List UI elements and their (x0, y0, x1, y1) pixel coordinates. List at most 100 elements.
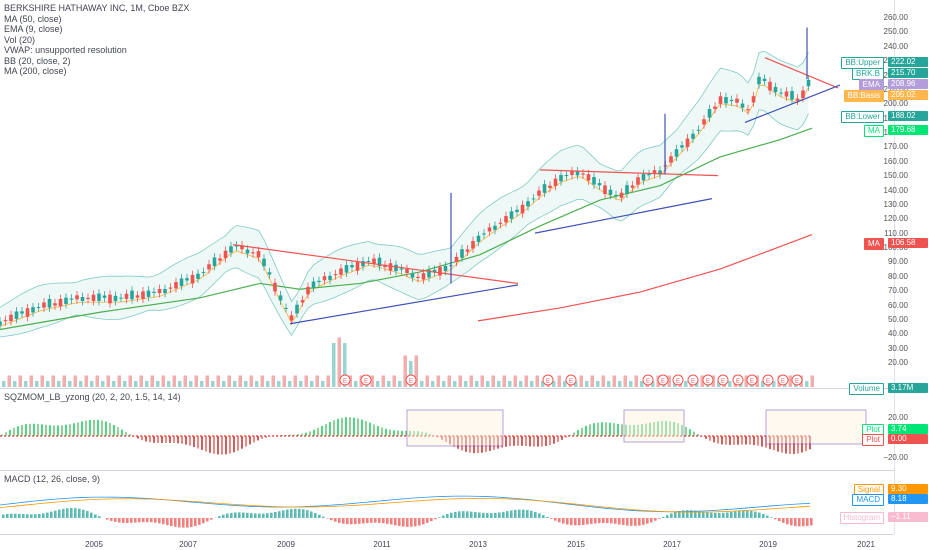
trendline (539, 169, 719, 177)
candle-body (713, 106, 717, 109)
macd-hist-bar (206, 518, 209, 522)
macd-hist-bar (230, 512, 233, 518)
volume-bar (524, 375, 528, 387)
volume-bar (337, 337, 341, 387)
macd-hist-bar (210, 518, 213, 520)
indicator-ema9[interactable]: EMA (9, close) (4, 24, 63, 34)
indicator-ma50[interactable]: MA (50, close) (4, 13, 62, 24)
indicator-bb[interactable]: BB (20, close, 2) (4, 55, 71, 66)
candle-body (361, 261, 365, 267)
candle-body (223, 250, 228, 259)
tag-name: Volume (849, 383, 884, 395)
macd-hist-bar (718, 513, 721, 518)
candle-body (168, 287, 173, 289)
candle-body (157, 289, 162, 294)
candle-body (795, 98, 800, 101)
price-axis-tick: 20.00 (887, 358, 908, 368)
candle-body (350, 265, 354, 268)
indicator-ma200[interactable]: MA (200, close) (4, 66, 67, 76)
macd-hist-bar (638, 518, 641, 526)
volume-bar (7, 375, 11, 387)
candle-body (190, 274, 195, 284)
volume-bar (596, 381, 600, 387)
macd-hist-bar (598, 518, 601, 524)
candle-body (405, 268, 409, 273)
candle-body (278, 295, 283, 301)
volume-bar (73, 375, 77, 387)
indicator-vwap[interactable]: VWAP: unsupported resolution (4, 45, 127, 55)
volume-bar (293, 375, 297, 387)
candle-body (86, 297, 90, 299)
macd-title[interactable]: MACD (12, 26, close, 9) (4, 474, 101, 484)
volume-bar (277, 381, 281, 387)
earnings-marker (791, 374, 803, 386)
macd-hist-bar (354, 518, 357, 525)
sqzmom-legend[interactable]: SQZMOM_LB_yzong (20, 2, 20, 1.5, 14, 14) (4, 392, 181, 403)
candle-body (740, 103, 745, 108)
candle-body (476, 235, 481, 243)
volume-bar (486, 381, 490, 387)
candle-body (25, 308, 30, 317)
volume-bar (772, 381, 776, 387)
candle-body (482, 233, 486, 235)
candle-body (784, 91, 789, 97)
macd-hist-bar (562, 518, 565, 524)
volume-bar (321, 381, 325, 387)
candle-body (762, 78, 767, 82)
tag-value: −1.11 (888, 512, 928, 522)
earnings-marker (657, 374, 669, 386)
macd-hist-bar (130, 518, 133, 523)
macd-hist-bar (318, 514, 321, 518)
macd-legend[interactable]: MACD (12, 26, close, 9) (4, 474, 100, 485)
macd-hist-bar (714, 512, 717, 518)
tag-value: 179.68 (888, 125, 928, 135)
macd-hist-bar (474, 512, 477, 518)
macd-hist-bar (614, 518, 617, 524)
macd-hist-bar (362, 518, 365, 524)
volume-bar (381, 375, 385, 387)
volume-bar (326, 375, 330, 387)
volume-bar (623, 375, 627, 387)
macd-hist-bar (594, 518, 597, 524)
macd-hist-bar (138, 518, 141, 523)
macd-hist-bar (26, 514, 29, 518)
candle-body (163, 289, 167, 294)
macd-hist-bar (462, 511, 465, 518)
macd-hist-bar (406, 518, 409, 527)
macd-hist-bar (486, 513, 489, 518)
candle-body (229, 246, 233, 253)
volume-bar (150, 375, 154, 387)
volume-bar (810, 375, 814, 387)
symbol-title[interactable]: BERKSHIRE HATHAWAY INC, 1M, Cboe BZX (4, 3, 190, 13)
macd-hist-bar (178, 518, 181, 528)
candle-body (515, 209, 519, 213)
squeeze-box (623, 409, 685, 443)
volume-bar (728, 381, 732, 387)
candle-body (537, 190, 541, 196)
volume-bar (24, 381, 28, 387)
candle-body (218, 258, 222, 261)
tag-value: 205.02 (888, 90, 928, 100)
macd-hist-bar (726, 512, 729, 518)
sqzmom-title[interactable]: SQZMOM_LB_yzong (20, 2, 20, 1.5, 14, 14) (4, 392, 181, 402)
candle-body (174, 282, 178, 289)
volume-bar (502, 375, 506, 387)
ma200-line (477, 234, 813, 322)
volume-bar (607, 381, 611, 387)
candle-body (317, 280, 321, 283)
macd-hist-bar (410, 518, 413, 527)
macd-hist-bar (374, 518, 377, 523)
pane-separator-1[interactable] (0, 388, 894, 389)
pane-separator-2[interactable] (0, 470, 894, 471)
volume-bar (453, 381, 457, 387)
macd-hist-bar (310, 511, 313, 518)
macd-hist-bar (106, 518, 109, 520)
volume-bar (354, 381, 358, 387)
bb-upper-line (0, 50, 809, 308)
indicator-vol[interactable]: Vol (20) (4, 34, 36, 45)
candle-body (542, 184, 547, 193)
candle-body (410, 273, 415, 278)
earnings-marker (339, 374, 351, 386)
